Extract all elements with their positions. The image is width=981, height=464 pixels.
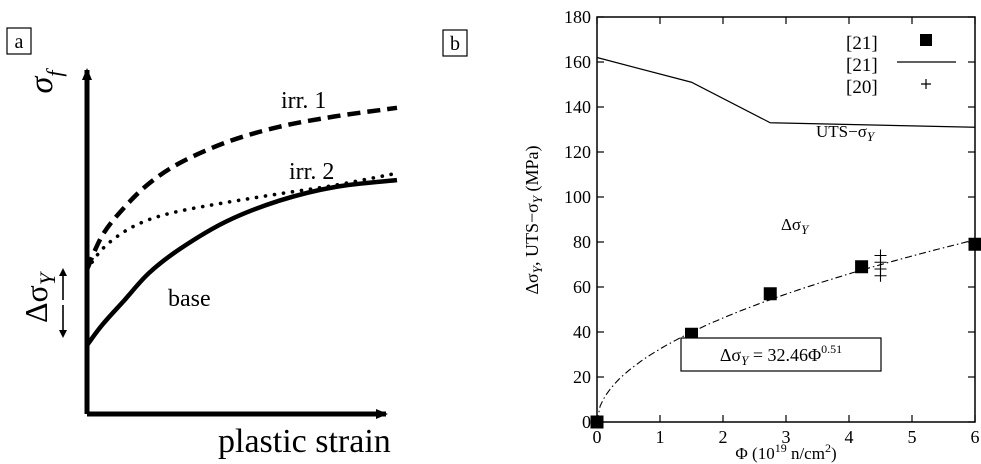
y-tick-label: 20 [573,367,591,387]
y-tick-label: 0 [582,412,591,432]
panel-a: a σf plastic strain ΔσY irr. 1 irr. 2 ba… [6,27,399,460]
panel-b-x-label: Φ (1019 n/cm2) [735,441,836,463]
legend-marker-square [920,34,932,46]
legend-label-2: [21] [846,55,878,76]
legend: [21] [21] [20] [846,33,956,98]
y-tick-label: 180 [564,7,591,27]
x-tick-label: 2 [719,427,728,447]
curve-base [85,177,398,347]
panel-a-label: a [15,31,24,53]
x-tick-label: 5 [908,427,917,447]
legend-label-1: [21] [846,33,878,54]
panel-a-delta-sigma-label: ΔσY [18,270,60,323]
series-label-irr1: irr. 1 [281,88,326,114]
curve-irr1 [84,105,398,271]
label-uts-sigma: UTS−σY [816,122,876,144]
fit-equation-box [680,337,882,372]
panel-b-y-label: ΔσY, UTS−σY (MPa) [522,145,545,294]
y-tick-label: 40 [573,322,591,342]
data-point-plus [874,249,887,262]
series-label-base: base [168,286,211,312]
panel-b-label-box [442,29,468,57]
x-tick-label: 3 [782,427,791,447]
series-label-irr2: irr. 2 [289,159,334,185]
y-tick-label: 100 [564,187,591,207]
y-tick-label: 120 [564,142,591,162]
legend-marker-plus [921,79,931,89]
data-point-square [855,260,869,274]
y-tick-label: 160 [564,52,591,72]
y-tick-label: 60 [573,277,591,297]
y-tick-label: 140 [564,97,591,117]
data-point-square [968,237,981,251]
data-point-square [763,287,777,301]
curve-irr2 [85,171,399,272]
series-delta-sigma-fit [596,239,976,423]
panel-a-x-label: plastic strain [218,423,391,460]
x-tick-label: 6 [971,427,980,447]
panel-b: b 0 20 40 60 80 100 120 140 160 180 0 1 2 3 4 5 6 ΔσY, U… [442,7,981,463]
x-tick-label: 4 [845,427,854,447]
panel-a-label-box [6,27,32,55]
data-point-square [590,415,604,429]
x-tick-label: 1 [656,427,665,447]
panel-a-y-label: σf [23,68,67,94]
series-uts-sigma-line [596,56,976,128]
legend-label-3: [20] [846,77,878,98]
label-delta-sigma: ΔσY [781,215,810,237]
x-tick-label: 0 [593,427,602,447]
y-tick-label: 80 [573,232,591,252]
panel-b-label: b [450,33,460,55]
